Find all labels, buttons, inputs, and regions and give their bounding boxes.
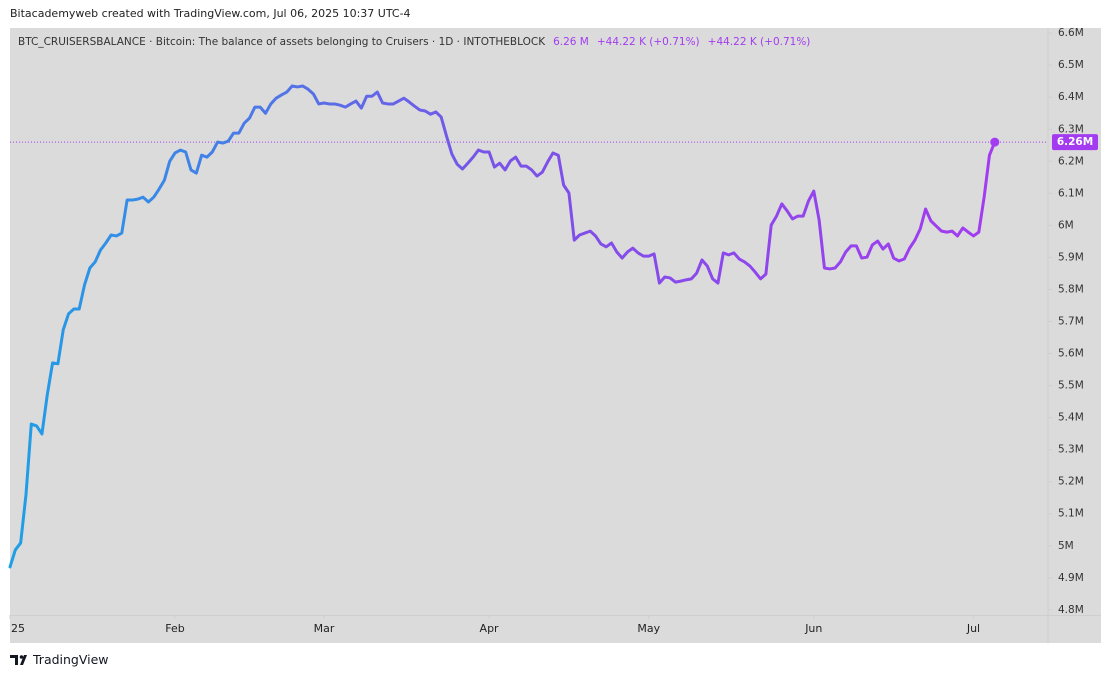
legend-value: +44.22 K (+0.71%) — [708, 36, 811, 48]
y-tick-label: 5M — [1058, 540, 1074, 552]
y-tick-label: 6.1M — [1058, 187, 1084, 199]
header-text: Bitacademyweb created with TradingView.c… — [10, 7, 411, 20]
y-tick-label: 5.9M — [1058, 251, 1084, 263]
footer-logo — [10, 655, 27, 665]
y-tick-label: 6M — [1058, 219, 1074, 231]
logo-shape — [10, 655, 18, 665]
x-tick-label: Jun — [804, 622, 822, 635]
y-tick-label: 5.1M — [1058, 508, 1084, 520]
x-tick-label: Apr — [480, 622, 500, 635]
data-line — [8, 84, 997, 569]
x-tick-label: Jul — [966, 622, 980, 635]
y-tick-label: 5.3M — [1058, 444, 1084, 456]
legend-value: +44.22 K (+0.71%) — [597, 36, 700, 48]
y-tick-label: 5.2M — [1058, 476, 1084, 488]
y-tick-label: 6.3M — [1058, 123, 1084, 135]
legend-title: BTC_CRUISERSBALANCE · Bitcoin: The balan… — [18, 36, 546, 48]
y-tick-label: 5.7M — [1058, 316, 1084, 328]
x-tick-label: Feb — [165, 622, 184, 635]
y-tick-label: 6.4M — [1058, 91, 1084, 103]
footer-text: TradingView — [32, 652, 109, 667]
last-point — [990, 137, 1000, 147]
y-tick-label: 6.2M — [1058, 155, 1084, 167]
legend-value: 6.26 M — [553, 36, 589, 48]
logo-shape — [19, 655, 24, 659]
y-tick-label: 5.8M — [1058, 283, 1084, 295]
price-label: 6.26M — [1057, 136, 1093, 148]
y-tick-label: 4.8M — [1058, 604, 1084, 616]
x-tick-label: 25 — [11, 622, 25, 635]
y-tick-label: 5.4M — [1058, 412, 1084, 424]
y-tick-label: 4.9M — [1058, 572, 1084, 584]
y-tick-label: 5.6M — [1058, 348, 1084, 360]
x-tick-label: May — [637, 622, 660, 635]
chart-panel — [10, 28, 1101, 643]
y-tick-label: 6.6M — [1058, 27, 1084, 39]
x-tick-label: Mar — [314, 622, 335, 635]
y-tick-label: 6.5M — [1058, 59, 1084, 71]
y-tick-label: 5.5M — [1058, 380, 1084, 392]
price-label-box — [1052, 134, 1098, 151]
logo-shape — [20, 655, 27, 665]
